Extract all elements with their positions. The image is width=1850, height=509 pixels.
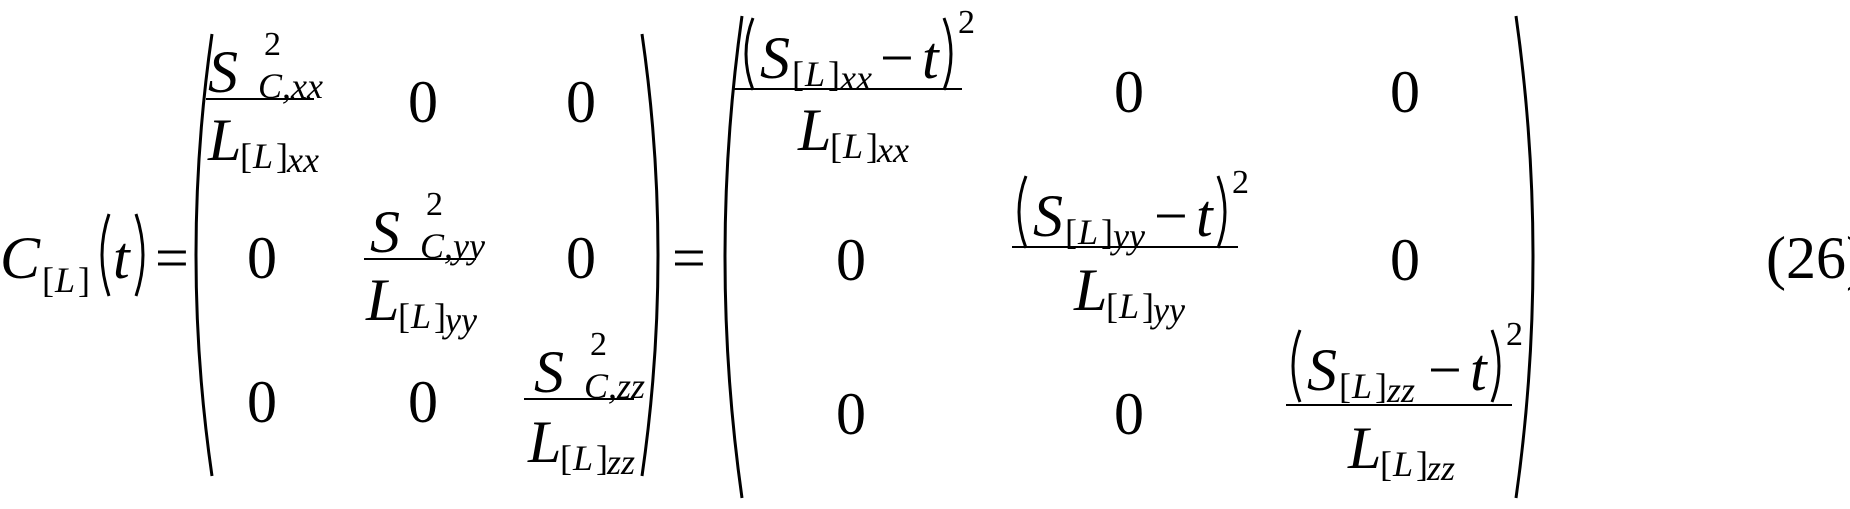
m2-r3c2-zero: 0 (1114, 381, 1144, 447)
m2-zz-power: 2 (1506, 316, 1523, 353)
m2-zz-close-paren (1490, 329, 1501, 403)
m2-zz-den-open-bracket: [ (1380, 444, 1392, 484)
m2-xx-den-base: L (798, 97, 832, 163)
m2-zz-open-paren (1291, 329, 1302, 403)
m2-yy-s-open-bracket: [ (1065, 212, 1077, 252)
m2-xx-s-letter: L (805, 54, 826, 94)
matrix2-open-paren (723, 15, 744, 499)
m2-yy-minus: − (1154, 183, 1188, 249)
lhs-open-paren (100, 213, 111, 297)
m1-xx-den-open-bracket: [ (240, 136, 252, 176)
m2-yy-t: t (1196, 183, 1213, 249)
m2-zz-minus: − (1428, 337, 1462, 403)
m2-r3c1-zero: 0 (836, 381, 866, 447)
m2-yy-s-close-bracket: ] (1101, 212, 1113, 252)
matrix1-open-paren (194, 33, 214, 477)
m1-r2c1-zero: 0 (247, 225, 277, 291)
m2-zz-s-close-bracket: ] (1375, 366, 1387, 406)
equals-sign-2: = (672, 225, 706, 291)
m2-yy-open-paren (1017, 175, 1028, 249)
lhs-close-paren (134, 213, 145, 297)
m2-xx-den-idx: xx (877, 130, 909, 170)
m2-zz-s-idx: zz (1387, 370, 1416, 410)
lhs-sub-open-bracket: [ (42, 260, 54, 300)
m2-zz-s-open-bracket: [ (1339, 366, 1351, 406)
m2-zz-den-base: L (1348, 415, 1382, 481)
m2-zz-s-letter: L (1352, 366, 1373, 406)
m2-yy-den-idx: yy (1153, 290, 1185, 330)
m2-xx-open-paren (744, 17, 755, 91)
m2-xx-den-open-bracket: [ (830, 126, 842, 166)
m2-yy-s-letter: L (1078, 212, 1099, 252)
m1-yy-num-sup: 2 (426, 186, 443, 223)
lhs-sub-close-bracket: ] (78, 260, 90, 300)
m1-r1c3-zero: 0 (566, 69, 596, 135)
m2-r1c2-zero: 0 (1114, 59, 1144, 125)
m1-xx-den-sub-letter: L (253, 136, 274, 176)
m1-xx-den-close-bracket: ] (276, 136, 288, 176)
m1-r1c2-zero: 0 (408, 69, 438, 135)
m1-yy-den-sub-idx: yy (445, 300, 477, 340)
m2-yy-s-base: S (1033, 183, 1063, 249)
m2-yy-den-letter: L (1119, 286, 1140, 326)
m2-xx-s-open-bracket: [ (792, 54, 804, 94)
m2-r1c3-zero: 0 (1390, 59, 1420, 125)
m2-xx-fraction-bar (734, 88, 962, 90)
m1-xx-num-base: S (208, 39, 238, 105)
m2-zz-den-close-bracket: ] (1416, 444, 1428, 484)
m2-xx-close-paren (942, 17, 953, 91)
m1-yy-den-open-bracket: [ (398, 296, 410, 336)
m2-zz-den-letter: L (1393, 444, 1414, 484)
m2-r2c3-zero: 0 (1390, 227, 1420, 293)
m1-xx-den-base: L (208, 107, 242, 173)
m1-zz-num-base: S (534, 339, 564, 405)
matrix1-close-paren (640, 33, 660, 477)
m1-zz-den-base: L (528, 409, 562, 475)
m1-zz-den-sub-letter: L (573, 438, 594, 478)
lhs-symbol: C (0, 225, 41, 291)
m2-zz-den-idx: zz (1427, 448, 1456, 488)
m2-zz-s-base: S (1307, 337, 1337, 403)
m2-yy-s-idx: yy (1113, 216, 1145, 256)
m1-zz-den-sub-idx: zz (607, 442, 636, 482)
m1-r3c2-zero: 0 (408, 369, 438, 435)
m1-r3c1-zero: 0 (247, 369, 277, 435)
m1-zz-fraction-bar (524, 398, 634, 400)
m1-zz-den-close-bracket: ] (596, 438, 608, 478)
m2-xx-t: t (922, 25, 939, 91)
m1-xx-num-sup: 2 (264, 26, 281, 63)
m2-xx-s-base: S (760, 25, 790, 91)
equals-sign-1: = (155, 225, 189, 291)
matrix2-close-paren (1514, 15, 1535, 499)
m2-yy-fraction-bar (1012, 246, 1238, 248)
equation-number: (26) (1766, 225, 1850, 291)
m1-yy-fraction-bar (364, 258, 476, 260)
m2-yy-power: 2 (1232, 164, 1249, 201)
lhs-sub-letter: L (55, 260, 76, 300)
m2-yy-close-paren (1216, 175, 1227, 249)
m2-xx-minus: − (880, 25, 914, 91)
m2-zz-t: t (1470, 337, 1487, 403)
m1-yy-den-sub-letter: L (411, 296, 432, 336)
m2-yy-den-base: L (1074, 257, 1108, 323)
m2-yy-den-open-bracket: [ (1106, 286, 1118, 326)
m2-xx-s-close-bracket: ] (828, 54, 840, 94)
m2-xx-den-letter: L (843, 126, 864, 166)
m2-xx-s-idx: xx (840, 58, 872, 98)
m1-yy-den-close-bracket: ] (434, 296, 446, 336)
m1-xx-fraction-bar (206, 98, 314, 100)
m1-yy-num-base: S (370, 199, 400, 265)
m1-xx-den-sub-idx: xx (287, 140, 319, 180)
m1-r2c3-zero: 0 (566, 225, 596, 291)
m2-zz-fraction-bar (1286, 404, 1512, 406)
lhs-arg: t (113, 225, 130, 291)
m2-r2c1-zero: 0 (836, 227, 866, 293)
m2-xx-power: 2 (958, 4, 975, 41)
m2-yy-den-close-bracket: ] (1142, 286, 1154, 326)
m1-zz-num-sup: 2 (590, 326, 607, 363)
m1-zz-den-open-bracket: [ (560, 438, 572, 478)
m2-xx-den-close-bracket: ] (866, 126, 878, 166)
m1-yy-den-base: L (366, 267, 400, 333)
